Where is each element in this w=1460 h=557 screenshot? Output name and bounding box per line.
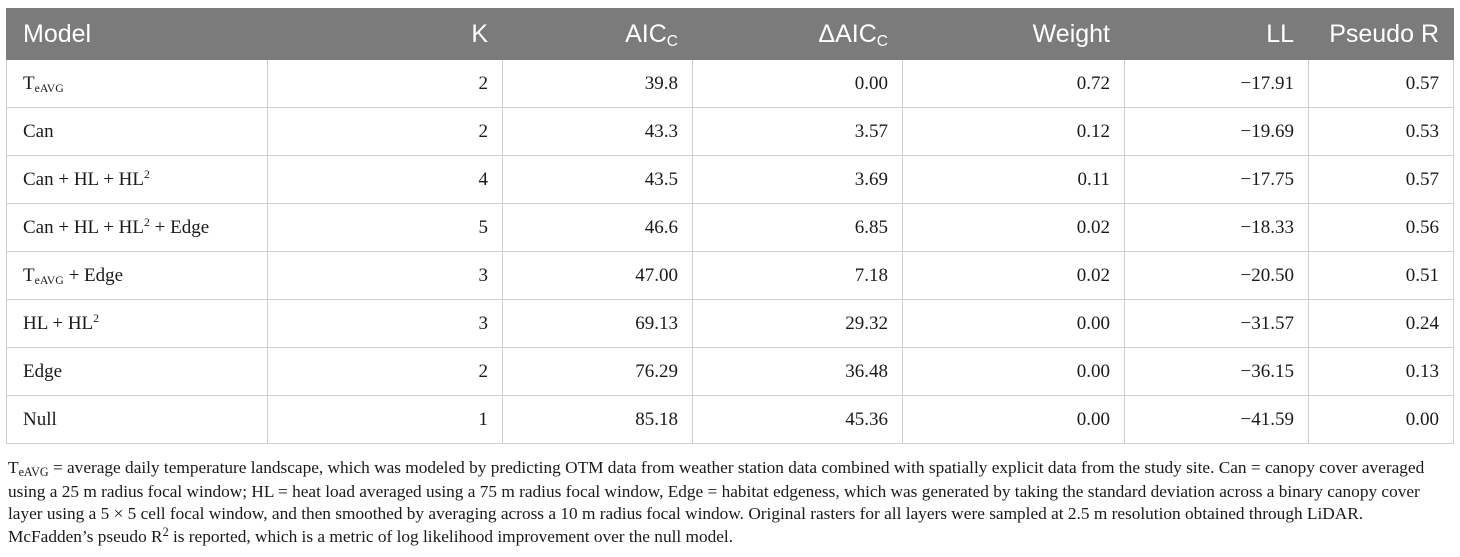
cell-k: 2 <box>267 347 503 396</box>
cell-weight: 0.00 <box>902 299 1125 348</box>
cell-pseudo-r: 0.53 <box>1308 107 1454 156</box>
header-pseudo-r: Pseudo R <box>1308 8 1454 60</box>
model-selection-table: Model K AICC ΔAICC Weight LL Pseudo R Te… <box>6 8 1454 444</box>
cell-ll: −20.50 <box>1124 251 1309 300</box>
cell-delta-aicc: 3.69 <box>692 155 903 204</box>
cell-ll: −41.59 <box>1124 395 1309 444</box>
cell-model: Null <box>6 395 268 444</box>
cell-ll: −19.69 <box>1124 107 1309 156</box>
cell-ll: −31.57 <box>1124 299 1309 348</box>
table-row: Can + HL + HL2 4 43.5 3.69 0.11 −17.75 0.57 <box>6 155 1454 204</box>
table-row: Can + HL + HL2 + Edge 5 46.6 6.85 0.02 −18.33… <box>6 203 1454 252</box>
table-row: Can 2 43.3 3.57 0.12 −19.69 0.53 <box>6 107 1454 156</box>
table-footnote: TeAVG = average daily temperature landsc… <box>8 458 1425 546</box>
cell-delta-aicc: 6.85 <box>692 203 903 252</box>
cell-model: TeAVG + Edge <box>6 251 268 300</box>
header-model: Model <box>6 8 268 60</box>
cell-k: 3 <box>267 299 503 348</box>
table-row: Null 1 85.18 45.36 0.00 −41.59 0.00 <box>6 395 1454 444</box>
cell-delta-aicc: 29.32 <box>692 299 903 348</box>
cell-pseudo-r: 0.57 <box>1308 155 1454 204</box>
table-row: HL + HL2 3 69.13 29.32 0.00 −31.57 0.24 <box>6 299 1454 348</box>
cell-pseudo-r: 0.51 <box>1308 251 1454 300</box>
cell-delta-aicc: 3.57 <box>692 107 903 156</box>
table-row: TeAVG 2 39.8 0.00 0.72 −17.91 0.57 <box>6 59 1454 108</box>
cell-pseudo-r: 0.13 <box>1308 347 1454 396</box>
table-container: Model K AICC ΔAICC Weight LL Pseudo R Te… <box>6 8 1454 444</box>
cell-weight: 0.02 <box>902 203 1125 252</box>
cell-aicc: 46.6 <box>502 203 693 252</box>
cell-weight: 0.12 <box>902 107 1125 156</box>
cell-model: HL + HL2 <box>6 299 268 348</box>
cell-pseudo-r: 0.24 <box>1308 299 1454 348</box>
cell-delta-aicc: 36.48 <box>692 347 903 396</box>
cell-aicc: 85.18 <box>502 395 693 444</box>
cell-k: 2 <box>267 59 503 108</box>
cell-k: 5 <box>267 203 503 252</box>
cell-k: 3 <box>267 251 503 300</box>
cell-ll: −17.75 <box>1124 155 1309 204</box>
cell-weight: 0.72 <box>902 59 1125 108</box>
cell-aicc: 43.5 <box>502 155 693 204</box>
cell-weight: 0.00 <box>902 347 1125 396</box>
cell-ll: −36.15 <box>1124 347 1309 396</box>
header-delta-aicc: ΔAICC <box>692 8 903 60</box>
header-k: K <box>267 8 503 60</box>
cell-aicc: 76.29 <box>502 347 693 396</box>
header-row: Model K AICC ΔAICC Weight LL Pseudo R <box>6 8 1454 60</box>
cell-aicc: 69.13 <box>502 299 693 348</box>
cell-model: Edge <box>6 347 268 396</box>
table-row: Edge 2 76.29 36.48 0.00 −36.15 0.13 <box>6 347 1454 396</box>
header-ll: LL <box>1124 8 1309 60</box>
cell-k: 2 <box>267 107 503 156</box>
cell-aicc: 43.3 <box>502 107 693 156</box>
cell-ll: −18.33 <box>1124 203 1309 252</box>
header-aicc: AICC <box>502 8 693 60</box>
cell-delta-aicc: 45.36 <box>692 395 903 444</box>
header-weight: Weight <box>902 8 1125 60</box>
cell-pseudo-r: 0.57 <box>1308 59 1454 108</box>
cell-model: Can <box>6 107 268 156</box>
cell-weight: 0.02 <box>902 251 1125 300</box>
cell-pseudo-r: 0.00 <box>1308 395 1454 444</box>
cell-weight: 0.11 <box>902 155 1125 204</box>
cell-weight: 0.00 <box>902 395 1125 444</box>
cell-delta-aicc: 7.18 <box>692 251 903 300</box>
cell-pseudo-r: 0.56 <box>1308 203 1454 252</box>
table-body: TeAVG 2 39.8 0.00 0.72 −17.91 0.57 Can 2 43.3 3.57… <box>6 59 1454 444</box>
table-row: TeAVG + Edge 3 47.00 7.18 0.02 −20.50 0.51 <box>6 251 1454 300</box>
cell-ll: −17.91 <box>1124 59 1309 108</box>
cell-aicc: 47.00 <box>502 251 693 300</box>
cell-k: 1 <box>267 395 503 444</box>
cell-aicc: 39.8 <box>502 59 693 108</box>
cell-model: Can + HL + HL2 + Edge <box>6 203 268 252</box>
cell-model: TeAVG <box>6 59 268 108</box>
cell-k: 4 <box>267 155 503 204</box>
cell-delta-aicc: 0.00 <box>692 59 903 108</box>
cell-model: Can + HL + HL2 <box>6 155 268 204</box>
